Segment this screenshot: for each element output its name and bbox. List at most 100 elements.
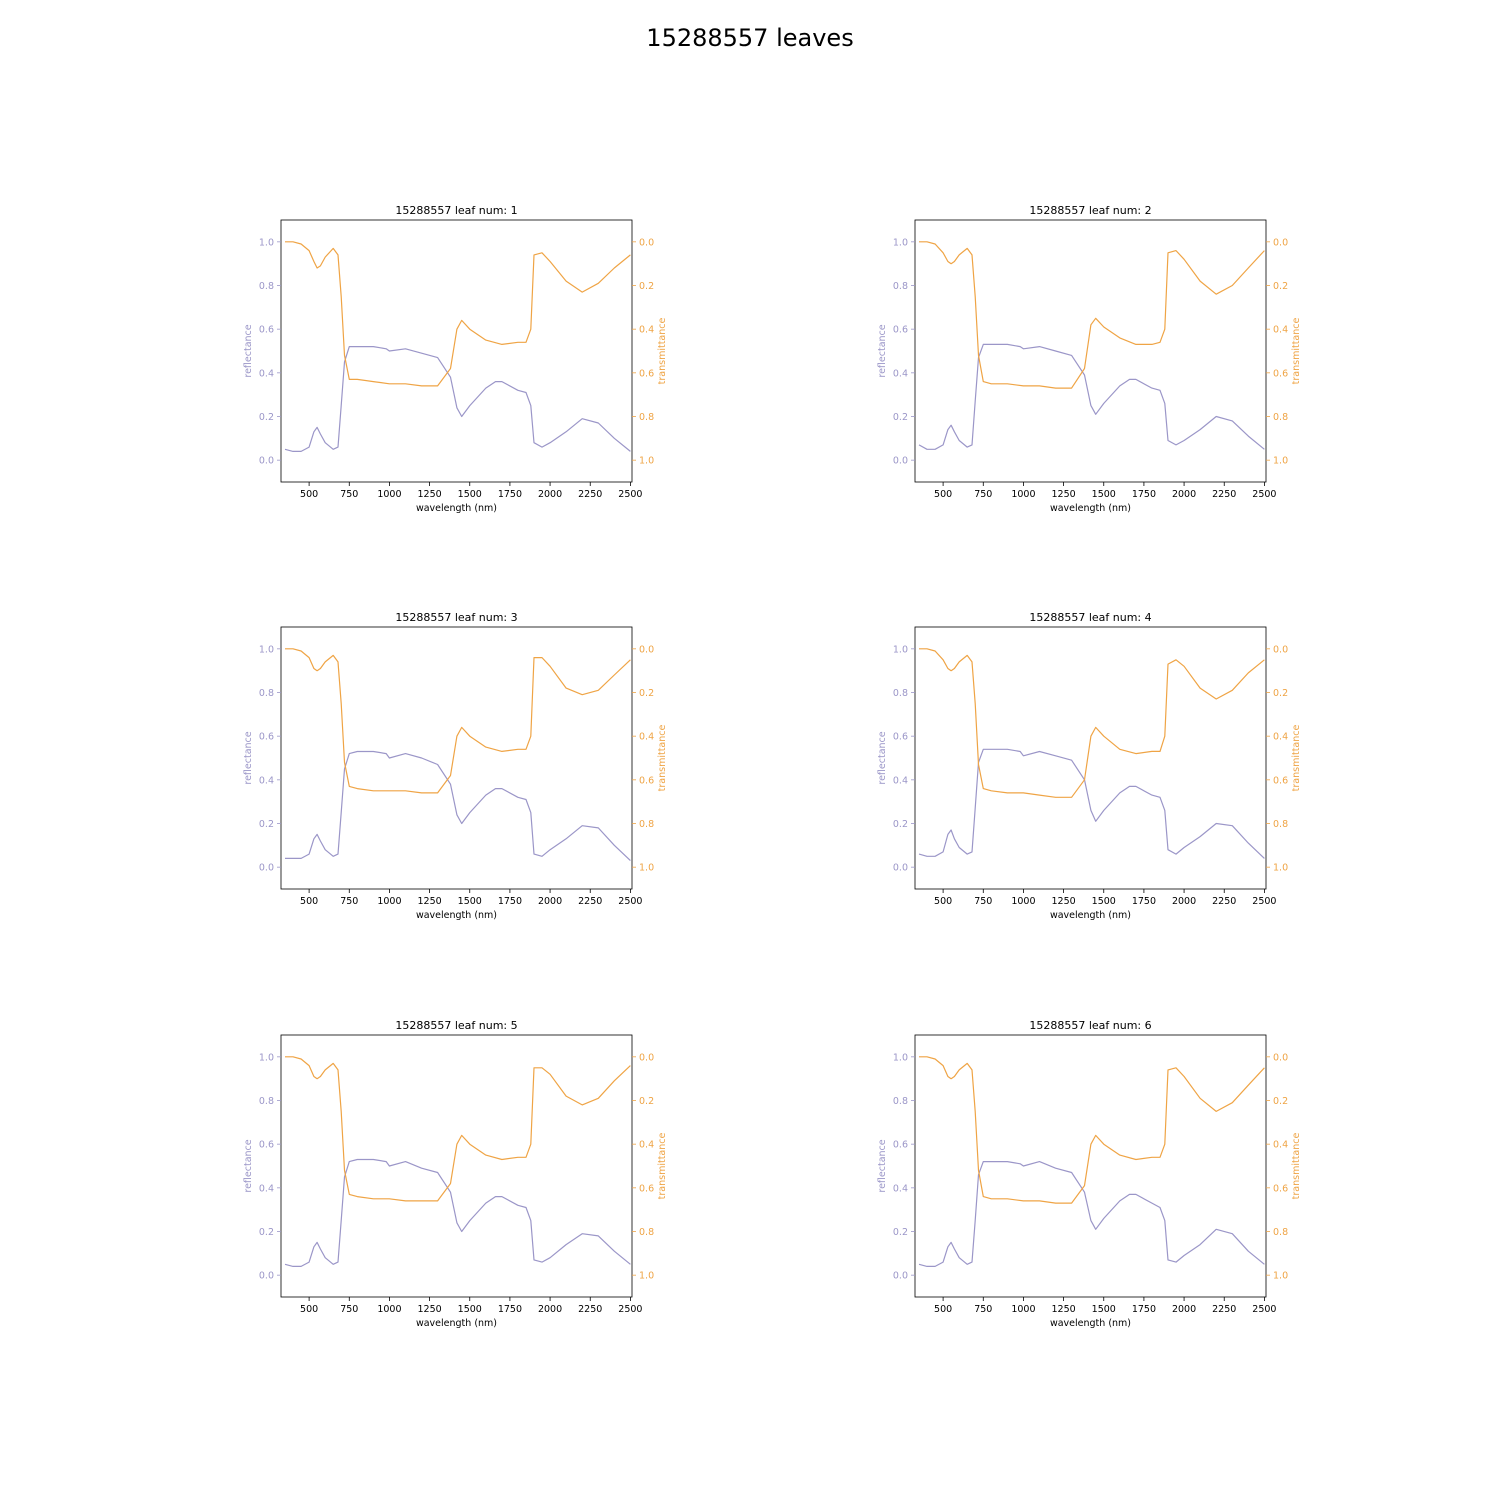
axes-frame: [280, 626, 633, 890]
y-right-tick-label: 0.8: [639, 819, 654, 830]
x-tick-label: 500: [934, 1304, 952, 1315]
y-left-axis-label: reflectance: [877, 731, 888, 784]
y-right-tick-label: 0.6: [639, 775, 654, 786]
y-right-axis-label: transmittance: [1291, 1133, 1302, 1200]
y-right-tick-label: 1.0: [1273, 1271, 1288, 1282]
x-tick-label: 1250: [1051, 1304, 1075, 1315]
y-right-tick-label: 0.4: [639, 1140, 654, 1151]
x-tick-label: 2500: [618, 896, 642, 907]
y-right-tick-label: 0.4: [1273, 1140, 1288, 1151]
y-left-tick-label: 1.0: [893, 237, 908, 248]
x-tick-label: 1750: [1132, 489, 1156, 500]
y-right-tick-label: 0.8: [639, 1227, 654, 1238]
y-right-tick-label: 0.0: [639, 1052, 654, 1063]
x-axis-label: wavelength (nm): [416, 503, 497, 514]
x-tick-label: 1750: [1132, 896, 1156, 907]
subplot-4: 15288557 leaf num: 4 500 750 1000 1250 1500 17…: [877, 611, 1302, 921]
x-tick-label: 2000: [538, 896, 562, 907]
x-tick-label: 2000: [1172, 1304, 1196, 1315]
x-tick-label: 1500: [1092, 896, 1116, 907]
y-right-tick-label: 0.8: [1273, 412, 1288, 423]
x-tick-label: 2250: [578, 1304, 602, 1315]
x-tick-label: 1750: [498, 896, 522, 907]
y-left-tick-label: 0.2: [259, 819, 274, 830]
y-left-tick-label: 0.4: [893, 1183, 908, 1194]
x-tick-label: 2500: [1252, 1304, 1276, 1315]
x-tick-label: 1750: [498, 1304, 522, 1315]
x-tick-label: 750: [974, 489, 992, 500]
y-left-tick-label: 0.4: [893, 775, 908, 786]
y-right-tick-label: 0.4: [1273, 732, 1288, 743]
subplot-title: 15288557 leaf num: 2: [1029, 204, 1151, 217]
series-line-right-4: [919, 648, 1265, 798]
y-left-tick-label: 0.4: [893, 368, 908, 379]
y-left-tick-label: 1.0: [259, 644, 274, 655]
y-left-tick-label: 0.8: [893, 688, 908, 699]
y-right-tick-label: 0.4: [639, 325, 654, 336]
y-right-tick-label: 0.0: [639, 237, 654, 248]
x-tick-label: 2000: [538, 489, 562, 500]
y-right-tick-label: 1.0: [639, 863, 654, 874]
x-axis-label: wavelength (nm): [1050, 503, 1131, 514]
y-left-tick-label: 0.6: [259, 732, 274, 743]
y-left-axis-label: reflectance: [243, 731, 254, 784]
y-right-tick-label: 0.6: [1273, 1183, 1288, 1194]
axes-frame: [914, 1034, 1267, 1298]
y-right-tick-label: 0.8: [639, 412, 654, 423]
y-right-tick-label: 0.6: [1273, 775, 1288, 786]
series-line-left-1: [284, 346, 631, 452]
y-left-tick-label: 0.6: [893, 1140, 908, 1151]
y-left-axis-label: reflectance: [243, 324, 254, 377]
x-tick-label: 2000: [1172, 896, 1196, 907]
y-right-tick-label: 0.4: [639, 732, 654, 743]
x-tick-label: 1000: [377, 896, 401, 907]
y-left-tick-label: 0.2: [893, 1227, 908, 1238]
y-left-axis-label: reflectance: [877, 1139, 888, 1192]
x-tick-label: 500: [300, 896, 318, 907]
subplot-title: 15288557 leaf num: 5: [395, 1019, 517, 1032]
y-left-tick-label: 0.8: [259, 1096, 274, 1107]
x-tick-label: 750: [974, 896, 992, 907]
x-tick-label: 1250: [417, 896, 441, 907]
x-tick-label: 2500: [1252, 896, 1276, 907]
x-axis-label: wavelength (nm): [416, 1318, 497, 1329]
x-tick-label: 2250: [1212, 896, 1236, 907]
y-left-tick-label: 0.2: [259, 1227, 274, 1238]
y-right-tick-label: 0.2: [1273, 281, 1288, 292]
y-left-axis-label: reflectance: [243, 1139, 254, 1192]
x-tick-label: 750: [340, 489, 358, 500]
y-right-axis-label: transmittance: [657, 725, 668, 792]
x-tick-label: 1500: [1092, 1304, 1116, 1315]
subplot-5: 15288557 leaf num: 5 500 750 1000 1250 1500 17…: [243, 1019, 668, 1329]
y-right-axis-label: transmittance: [657, 318, 668, 385]
y-left-tick-label: 0.6: [893, 732, 908, 743]
x-tick-label: 2250: [1212, 1304, 1236, 1315]
subplot-title: 15288557 leaf num: 6: [1029, 1019, 1151, 1032]
x-tick-label: 1500: [458, 489, 482, 500]
x-tick-label: 1000: [1011, 1304, 1035, 1315]
axes-frame: [280, 1034, 633, 1298]
y-left-tick-label: 0.4: [259, 368, 274, 379]
x-tick-label: 2500: [618, 489, 642, 500]
x-tick-label: 500: [934, 896, 952, 907]
series-line-left-6: [918, 1160, 1265, 1268]
y-left-tick-label: 0.0: [259, 1271, 274, 1282]
x-tick-label: 1500: [1092, 489, 1116, 500]
x-tick-label: 1000: [377, 489, 401, 500]
y-left-tick-label: 0.0: [893, 1271, 908, 1282]
x-tick-label: 500: [300, 1304, 318, 1315]
x-tick-label: 500: [934, 489, 952, 500]
x-tick-label: 1000: [1011, 896, 1035, 907]
y-right-tick-label: 0.8: [1273, 1227, 1288, 1238]
y-left-tick-label: 0.8: [259, 281, 274, 292]
y-left-tick-label: 1.0: [893, 1052, 908, 1063]
y-right-tick-label: 0.2: [639, 1096, 654, 1107]
y-right-tick-label: 1.0: [1273, 456, 1288, 467]
series-line-left-4: [918, 748, 1265, 859]
x-tick-label: 1750: [498, 489, 522, 500]
y-right-tick-label: 0.6: [639, 1183, 654, 1194]
y-right-tick-label: 0.0: [1273, 237, 1288, 248]
y-left-tick-label: 0.4: [259, 775, 274, 786]
series-line-left-2: [918, 343, 1265, 450]
